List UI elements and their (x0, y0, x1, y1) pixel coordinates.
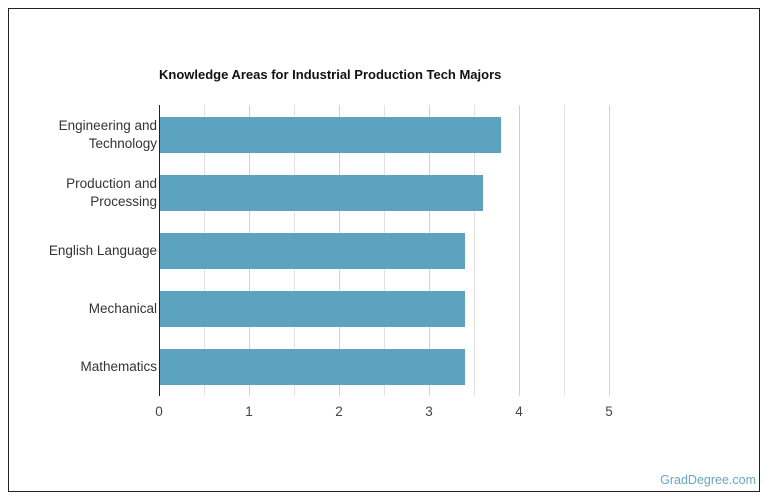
bar[interactable] (159, 233, 465, 269)
gridline (564, 105, 565, 396)
plot-area (159, 105, 610, 396)
category-label: Engineering and Technology (58, 118, 157, 151)
category-label: English Language (48, 243, 157, 258)
source-credit[interactable]: GradDegree.com (660, 473, 756, 487)
x-tick-label: 0 (155, 404, 163, 419)
bar[interactable] (159, 349, 465, 385)
category-label: Mechanical (88, 301, 157, 316)
gridline (609, 105, 610, 396)
x-tick-label: 3 (425, 404, 433, 419)
category-label: Mathematics (80, 359, 157, 374)
x-tick-label: 5 (605, 404, 613, 419)
bar[interactable] (159, 175, 483, 211)
bar[interactable] (159, 117, 501, 153)
x-tick-label: 4 (515, 404, 523, 419)
category-label: Production and Processing (66, 176, 157, 209)
chart-title: Knowledge Areas for Industrial Productio… (159, 67, 502, 82)
bar[interactable] (159, 291, 465, 327)
chart-frame (8, 8, 760, 492)
gridline (519, 105, 520, 396)
y-axis-line (159, 105, 160, 396)
x-tick-label: 2 (335, 404, 343, 419)
x-tick-label: 1 (245, 404, 253, 419)
gridline (474, 105, 475, 396)
